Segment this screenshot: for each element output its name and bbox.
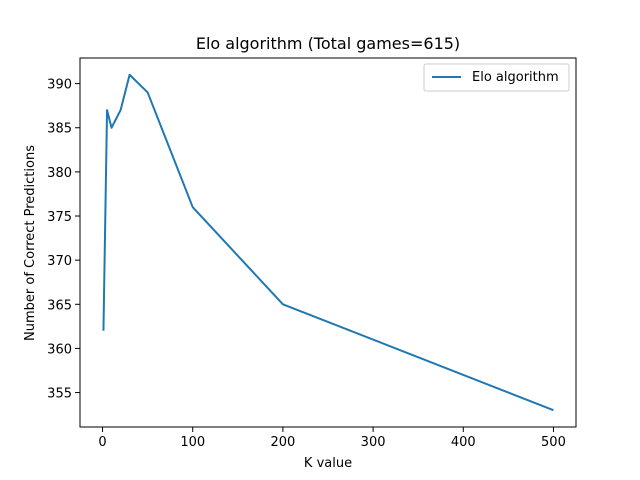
plot-frame — [79, 57, 577, 428]
y-tick-label: 355 — [47, 387, 72, 402]
x-axis-label: K value — [304, 456, 352, 471]
chart-title: Elo algorithm (Total games=615) — [196, 34, 460, 53]
x-tick-label: 400 — [451, 435, 476, 450]
x-tick-label: 500 — [541, 435, 566, 450]
x-tick-label: 0 — [98, 435, 106, 450]
legend: Elo algorithm — [423, 63, 570, 92]
x-axis-ticks: 0 100 200 300 400 500 — [98, 427, 566, 450]
plot-area — [79, 57, 577, 428]
y-tick-label: 385 — [47, 122, 72, 137]
y-tick-label: 360 — [47, 342, 72, 357]
y-tick-label: 390 — [47, 78, 72, 93]
y-axis-ticks: 355 360 365 370 375 380 385 390 — [47, 78, 80, 402]
legend-box — [423, 63, 570, 92]
series-layer — [102, 73, 554, 412]
x-tick-label: 300 — [361, 435, 386, 450]
legend-label-elo-algorithm: Elo algorithm — [472, 70, 559, 85]
x-tick-label: 100 — [180, 435, 205, 450]
y-tick-label: 375 — [47, 210, 72, 225]
y-tick-label: 365 — [47, 298, 72, 313]
y-tick-label: 380 — [47, 166, 72, 181]
y-tick-label: 370 — [47, 254, 72, 269]
series-line-elo-algorithm — [102, 73, 554, 412]
x-tick-label: 200 — [270, 435, 295, 450]
y-axis-label: Number of Correct Predictions — [23, 145, 38, 341]
